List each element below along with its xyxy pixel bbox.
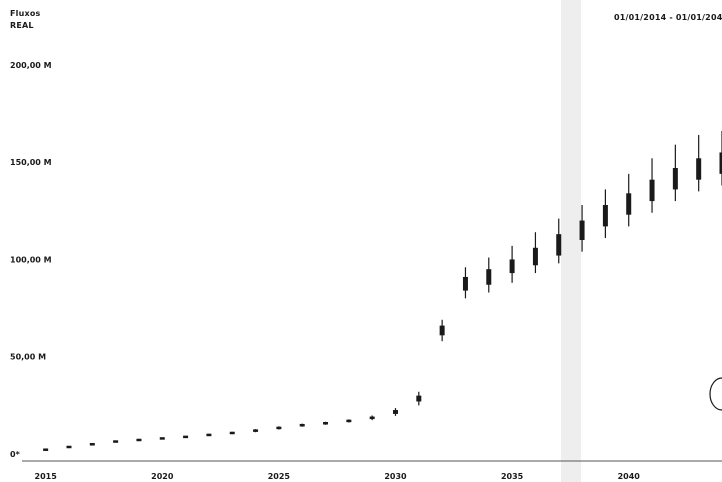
data-point-2030 [392,408,398,416]
x-tick-label: 2020 [151,472,174,481]
y-tick-label: 200,00 M [10,61,52,70]
data-point-2033 [462,267,468,299]
chart-title: Fluxos [10,9,41,18]
interval-box [159,437,165,440]
interval-box [253,429,259,432]
highlight-band [561,0,581,482]
data-point-2021 [183,435,189,439]
interval-box [323,422,329,425]
x-axis-ticks: 2015 2020 2025 2030 2035 2040 [35,472,641,481]
data-point-2038 [579,204,585,252]
data-point-2042 [672,144,678,202]
interval-box [66,445,72,449]
interval-box [719,152,722,174]
data-point-2016 [66,445,72,449]
edge-arc [709,377,722,411]
interval-box [696,158,702,180]
y-tick-label: 100,00 M [10,255,52,264]
interval-box [602,204,608,227]
interval-box [532,247,538,266]
interval-box [672,168,678,190]
interval-box [579,220,585,240]
data-point-2018 [113,440,119,443]
interval-box [439,325,445,336]
data-point-2036 [532,232,538,274]
data-point-2044 [719,131,722,186]
interval-box [276,426,282,430]
interval-box [206,433,212,437]
data-point-2043 [696,134,702,192]
interval-box [136,438,142,442]
y-tick-label: 150,00 M [10,158,52,167]
data-marks [43,131,722,451]
x-tick-label: 2025 [268,472,291,481]
data-point-2028 [346,419,352,423]
interval-box [346,419,352,423]
data-point-2039 [602,189,608,239]
date-range: 01/01/2014 - 01/01/2044 [614,13,722,22]
data-point-2017 [89,443,95,446]
interval-box [509,259,515,274]
chart-subtitle: REAL [10,21,34,30]
x-tick-label: 2015 [35,472,58,481]
interval-box [113,440,119,443]
data-point-2020 [159,437,165,440]
data-point-2023 [229,431,235,435]
interval-box [392,410,398,414]
data-point-2024 [253,429,259,433]
interval-box [299,423,305,427]
data-point-2041 [649,158,655,213]
y-tick-label: 50,00 M [10,353,46,362]
interval-box [462,276,468,291]
x-tick-label: 2035 [501,472,524,481]
interval-box [649,179,655,202]
interval-box [416,395,422,402]
data-point-2037 [556,218,562,264]
data-point-2031 [416,391,422,406]
interval-box [556,234,562,256]
interval-box [183,435,189,439]
interval-box [486,269,492,285]
y-tick-label: 0* [10,450,21,459]
data-point-2040 [626,173,632,227]
data-point-2029 [369,415,375,421]
x-tick-label: 2030 [384,472,407,481]
interval-box [229,431,235,435]
y-axis-ticks: 0* 50,00 M 100,00 M 150,00 M 200,00 M [10,61,52,459]
interval-box [626,193,632,215]
data-point-2034 [486,257,492,293]
data-point-2032 [439,319,445,342]
interval-box [89,443,95,446]
data-point-2035 [509,245,515,283]
interval-box [369,416,375,420]
interval-box [43,448,49,451]
data-point-2022 [206,433,212,437]
data-point-2019 [136,438,142,442]
x-tick-label: 2040 [618,472,641,481]
data-point-2027 [323,421,329,425]
data-point-2026 [299,423,305,427]
data-point-2015 [43,448,49,451]
data-point-2025 [276,426,282,430]
